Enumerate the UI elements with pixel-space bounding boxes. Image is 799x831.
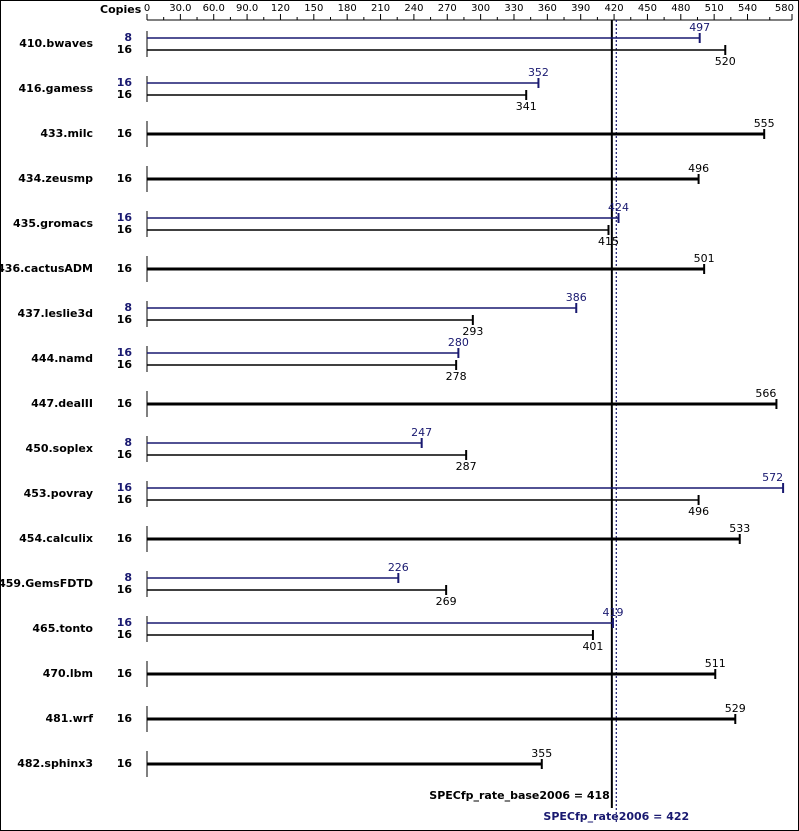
benchmark-label: 481.wrf xyxy=(45,712,93,725)
value-label: 352 xyxy=(528,66,549,79)
value-label: 341 xyxy=(516,100,537,113)
benchmark-label: 453.povray xyxy=(24,487,93,500)
value-label: 497 xyxy=(689,21,710,34)
x-tick-label: 480 xyxy=(671,3,690,14)
copies-label: 16 xyxy=(117,43,133,56)
value-label: 415 xyxy=(598,235,619,248)
x-tick-label: 450 xyxy=(638,3,657,14)
x-tick-label: 540 xyxy=(738,3,757,14)
value-label: 496 xyxy=(688,505,709,518)
copies-label: 16 xyxy=(117,358,133,371)
copies-label: 16 xyxy=(117,616,133,629)
benchmark-label: 447.dealII xyxy=(31,397,93,410)
copies-label: 16 xyxy=(117,127,133,140)
copies-label: 16 xyxy=(117,172,133,185)
benchmark-label: 470.lbm xyxy=(43,667,93,680)
value-label: 419 xyxy=(602,606,623,619)
benchmark-label: 435.gromacs xyxy=(13,217,93,230)
annotation: SPECfp_rate2006 = 422 xyxy=(543,810,689,823)
value-label: 533 xyxy=(729,522,750,535)
x-tick-label: 60.0 xyxy=(203,3,225,14)
benchmark-label: 465.tonto xyxy=(32,622,93,635)
copies-label: 16 xyxy=(117,628,133,641)
value-label: 280 xyxy=(448,336,469,349)
copies-label: 16 xyxy=(117,481,133,494)
x-tick-label: 150 xyxy=(304,3,323,14)
value-label: 386 xyxy=(566,291,587,304)
benchmark-label: 410.bwaves xyxy=(19,37,93,50)
x-tick-label: 580 xyxy=(775,3,794,14)
value-label: 355 xyxy=(531,747,552,760)
x-tick-label: 240 xyxy=(404,3,423,14)
x-tick-label: 0 xyxy=(144,3,150,14)
value-label: 293 xyxy=(462,325,483,338)
copies-label: 16 xyxy=(117,211,133,224)
benchmark-label: 433.milc xyxy=(40,127,93,140)
x-tick-label: 420 xyxy=(605,3,624,14)
x-tick-label: 30.0 xyxy=(169,3,191,14)
copies-label: 8 xyxy=(124,436,132,449)
benchmark-label: 482.sphinx3 xyxy=(17,757,93,770)
copies-label: 16 xyxy=(117,223,133,236)
benchmark-label: 436.cactusADM xyxy=(0,262,93,275)
value-label: 566 xyxy=(755,387,776,400)
copies-label: 16 xyxy=(117,88,133,101)
value-label: 226 xyxy=(388,561,409,574)
copies-label: 16 xyxy=(117,493,133,506)
benchmark-label: 416.gamess xyxy=(19,82,94,95)
copies-label: 16 xyxy=(117,346,133,359)
copies-label: 16 xyxy=(117,448,133,461)
copies-label: 16 xyxy=(117,262,133,275)
value-label: 572 xyxy=(762,471,783,484)
value-label: 511 xyxy=(705,657,726,670)
benchmark-label: 444.namd xyxy=(31,352,93,365)
copies-label: 8 xyxy=(124,31,132,44)
x-tick-label: 390 xyxy=(571,3,590,14)
value-label: 555 xyxy=(754,117,775,130)
copies-label: 16 xyxy=(117,397,133,410)
value-label: 520 xyxy=(715,55,736,68)
copies-label: 16 xyxy=(117,757,133,770)
benchmark-label: 434.zeusmp xyxy=(18,172,93,185)
x-tick-label: 300 xyxy=(471,3,490,14)
benchmark-label: 459.GemsFDTD xyxy=(0,577,93,590)
copies-label: 16 xyxy=(117,667,133,680)
value-label: 269 xyxy=(436,595,457,608)
benchmark-label: 450.soplex xyxy=(26,442,93,455)
value-label: 401 xyxy=(582,640,603,653)
value-label: 529 xyxy=(725,702,746,715)
x-tick-label: 210 xyxy=(371,3,390,14)
x-tick-label: 510 xyxy=(705,3,724,14)
copies-label: 16 xyxy=(117,76,133,89)
x-tick-label: 90.0 xyxy=(236,3,258,14)
value-label: 247 xyxy=(411,426,432,439)
value-label: 496 xyxy=(688,162,709,175)
copies-label: 16 xyxy=(117,532,133,545)
x-tick-label: 180 xyxy=(338,3,357,14)
copies-label: 8 xyxy=(124,301,132,314)
value-label: 287 xyxy=(456,460,477,473)
x-tick-label: 360 xyxy=(538,3,557,14)
benchmark-label: 437.leslie3d xyxy=(18,307,93,320)
copies-label: 16 xyxy=(117,313,133,326)
copies-label: 16 xyxy=(117,583,133,596)
annotation: SPECfp_rate_base2006 = 418 xyxy=(429,789,610,802)
benchmark-label: 454.calculix xyxy=(19,532,93,545)
x-tick-label: 270 xyxy=(438,3,457,14)
value-label: 501 xyxy=(694,252,715,265)
value-label: 278 xyxy=(446,370,467,383)
axis-label: Copies xyxy=(100,3,142,16)
value-label: 424 xyxy=(608,201,629,214)
copies-label: 8 xyxy=(124,571,132,584)
x-tick-label: 120 xyxy=(271,3,290,14)
x-tick-label: 330 xyxy=(504,3,523,14)
copies-label: 16 xyxy=(117,712,133,725)
